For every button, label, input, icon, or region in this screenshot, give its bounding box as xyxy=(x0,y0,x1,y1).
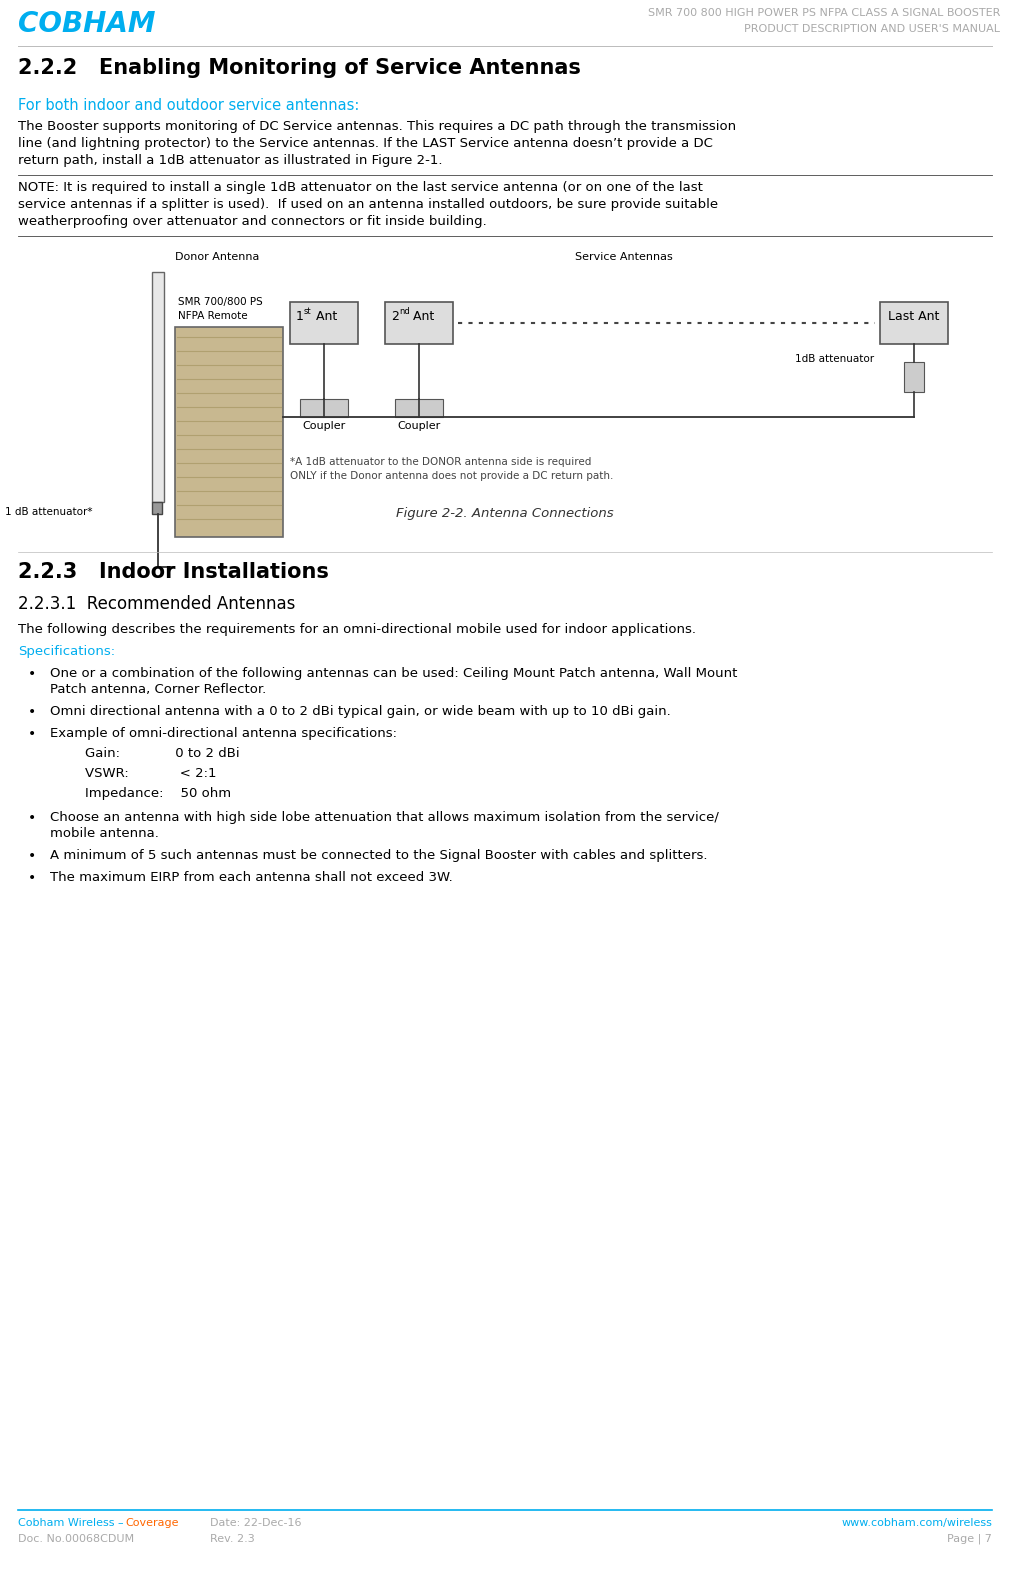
Text: Donor Antenna: Donor Antenna xyxy=(175,253,260,262)
Text: The Booster supports monitoring of DC Service antennas. This requires a DC path : The Booster supports monitoring of DC Se… xyxy=(18,119,736,133)
Text: VSWR:            < 2:1: VSWR: < 2:1 xyxy=(85,768,216,780)
Text: Last Ant: Last Ant xyxy=(888,309,939,323)
Text: st: st xyxy=(304,308,312,316)
Text: One or a combination of the following antennas can be used: Ceiling Mount Patch : One or a combination of the following an… xyxy=(50,667,737,680)
Text: NFPA Remote: NFPA Remote xyxy=(178,311,247,320)
Text: Doc. No.00068CDUM: Doc. No.00068CDUM xyxy=(18,1534,134,1543)
Text: 1: 1 xyxy=(296,309,304,323)
Bar xyxy=(152,272,164,502)
Text: 1dB attenuator: 1dB attenuator xyxy=(795,353,874,364)
Text: SMR 700 800 HIGH POWER PS NFPA CLASS A SIGNAL BOOSTER: SMR 700 800 HIGH POWER PS NFPA CLASS A S… xyxy=(647,8,1000,17)
Text: 2: 2 xyxy=(391,309,399,323)
Text: COBHAM: COBHAM xyxy=(18,9,156,38)
Text: 2.2.2   Enabling Monitoring of Service Antennas: 2.2.2 Enabling Monitoring of Service Ant… xyxy=(18,58,581,78)
Text: Date: 22-Dec-16: Date: 22-Dec-16 xyxy=(210,1518,302,1528)
Text: Impedance:    50 ohm: Impedance: 50 ohm xyxy=(85,787,231,801)
Text: 2.2.3   Indoor Installations: 2.2.3 Indoor Installations xyxy=(18,562,329,582)
Text: The following describes the requirements for an omni-directional mobile used for: The following describes the requirements… xyxy=(18,623,696,636)
Text: Cobham Wireless –: Cobham Wireless – xyxy=(18,1518,127,1528)
Text: *A 1dB attenuator to the DONOR antenna side is required: *A 1dB attenuator to the DONOR antenna s… xyxy=(290,457,592,466)
Text: PRODUCT DESCRIPTION AND USER'S MANUAL: PRODUCT DESCRIPTION AND USER'S MANUAL xyxy=(744,24,1000,35)
Text: line (and lightning protector) to the Service antennas. If the LAST Service ante: line (and lightning protector) to the Se… xyxy=(18,137,713,151)
Text: The maximum EIRP from each antenna shall not exceed 3W.: The maximum EIRP from each antenna shall… xyxy=(50,871,452,884)
Text: Choose an antenna with high side lobe attenuation that allows maximum isolation : Choose an antenna with high side lobe at… xyxy=(50,812,719,824)
Text: 2.2.3.1  Recommended Antennas: 2.2.3.1 Recommended Antennas xyxy=(18,595,295,612)
Bar xyxy=(300,399,348,418)
Text: mobile antenna.: mobile antenna. xyxy=(50,827,159,840)
Text: Service Antennas: Service Antennas xyxy=(575,253,673,262)
Bar xyxy=(395,399,443,418)
Text: Patch antenna, Corner Reflector.: Patch antenna, Corner Reflector. xyxy=(50,683,267,696)
Text: NOTE: It is required to install a single 1dB attenuator on the last service ante: NOTE: It is required to install a single… xyxy=(18,181,703,195)
Text: A minimum of 5 such antennas must be connected to the Signal Booster with cables: A minimum of 5 such antennas must be con… xyxy=(50,849,707,862)
Text: Specifications:: Specifications: xyxy=(18,645,115,658)
Text: •: • xyxy=(28,705,36,719)
Bar xyxy=(880,301,948,344)
Bar xyxy=(290,301,358,344)
Bar xyxy=(385,301,453,344)
Text: SMR 700/800 PS: SMR 700/800 PS xyxy=(178,297,263,308)
Text: www.cobham.com/wireless: www.cobham.com/wireless xyxy=(841,1518,992,1528)
Bar xyxy=(904,363,924,392)
Bar xyxy=(175,327,283,537)
Text: 1 dB attenuator*: 1 dB attenuator* xyxy=(5,507,93,517)
Text: •: • xyxy=(28,727,36,741)
Text: Ant: Ant xyxy=(409,309,434,323)
Text: Coupler: Coupler xyxy=(302,421,345,432)
Text: nd: nd xyxy=(399,308,410,316)
Text: Figure 2-2. Antenna Connections: Figure 2-2. Antenna Connections xyxy=(396,507,614,520)
Text: Ant: Ant xyxy=(312,309,337,323)
Text: For both indoor and outdoor service antennas:: For both indoor and outdoor service ante… xyxy=(18,97,360,113)
Text: Example of omni-directional antenna specifications:: Example of omni-directional antenna spec… xyxy=(50,727,397,739)
Text: service antennas if a splitter is used).  If used on an antenna installed outdoo: service antennas if a splitter is used).… xyxy=(18,198,718,210)
Text: return path, install a 1dB attenuator as illustrated in Figure 2-1.: return path, install a 1dB attenuator as… xyxy=(18,154,442,166)
Bar xyxy=(152,502,162,513)
Text: Coupler: Coupler xyxy=(397,421,440,432)
Text: •: • xyxy=(28,667,36,681)
Text: ONLY if the Donor antenna does not provide a DC return path.: ONLY if the Donor antenna does not provi… xyxy=(290,471,613,480)
Text: Page | 7: Page | 7 xyxy=(947,1534,992,1545)
Text: weatherproofing over attenuator and connectors or fit inside building.: weatherproofing over attenuator and conn… xyxy=(18,215,487,228)
Text: •: • xyxy=(28,812,36,824)
Text: Gain:             0 to 2 dBi: Gain: 0 to 2 dBi xyxy=(85,747,239,760)
Text: •: • xyxy=(28,849,36,864)
Text: Coverage: Coverage xyxy=(125,1518,179,1528)
Text: Rev. 2.3: Rev. 2.3 xyxy=(210,1534,255,1543)
Text: •: • xyxy=(28,871,36,885)
Text: Omni directional antenna with a 0 to 2 dBi typical gain, or wide beam with up to: Omni directional antenna with a 0 to 2 d… xyxy=(50,705,671,717)
